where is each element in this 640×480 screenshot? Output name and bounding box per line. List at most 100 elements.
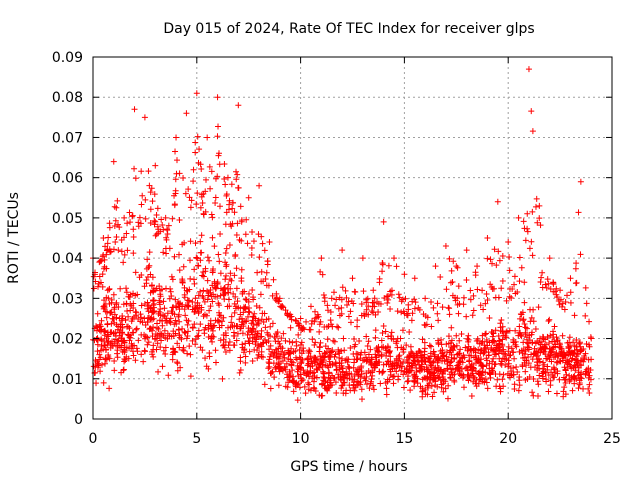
data-point	[211, 280, 218, 287]
data-point	[192, 295, 199, 302]
x-axis-title: GPS time / hours	[290, 459, 407, 475]
data-point	[240, 304, 247, 311]
data-point	[173, 157, 180, 164]
data-point	[387, 366, 394, 373]
data-point	[498, 285, 505, 292]
data-point	[184, 321, 191, 328]
data-point	[212, 194, 219, 201]
data-point	[104, 329, 111, 336]
data-point	[524, 339, 531, 346]
data-point	[530, 392, 537, 399]
data-point	[194, 333, 201, 340]
data-point	[168, 273, 175, 280]
data-point	[191, 266, 198, 273]
data-point	[223, 192, 230, 199]
data-point	[537, 222, 544, 229]
data-point	[495, 248, 502, 255]
data-point	[446, 371, 453, 378]
data-point	[428, 372, 435, 379]
data-point	[572, 363, 579, 370]
data-point	[206, 307, 213, 314]
data-point	[487, 374, 494, 381]
data-point	[287, 350, 294, 357]
data-point	[434, 337, 441, 344]
data-point	[525, 340, 532, 347]
data-point	[483, 355, 490, 362]
data-point	[248, 329, 255, 336]
data-point	[490, 355, 497, 362]
data-point	[173, 134, 180, 141]
data-point	[242, 359, 249, 366]
data-point	[446, 305, 453, 312]
data-point	[283, 360, 290, 367]
data-point	[118, 248, 125, 255]
data-point	[486, 369, 493, 376]
data-point	[179, 276, 186, 283]
data-point	[309, 363, 316, 370]
data-point	[577, 343, 584, 350]
data-point	[582, 371, 589, 378]
data-point	[365, 303, 372, 310]
data-point	[117, 323, 124, 330]
data-point	[241, 346, 248, 353]
data-point	[566, 349, 573, 356]
data-point	[295, 373, 302, 380]
data-point	[204, 277, 211, 284]
data-point	[312, 308, 319, 315]
data-point	[431, 353, 438, 360]
data-point	[430, 304, 437, 311]
data-point	[321, 370, 328, 377]
data-point	[330, 375, 337, 382]
data-point	[182, 190, 189, 197]
data-point	[198, 165, 205, 172]
data-point	[214, 279, 221, 286]
data-point	[246, 335, 253, 341]
data-point	[385, 358, 392, 365]
data-point	[166, 318, 173, 325]
data-point	[516, 382, 523, 389]
data-point	[481, 349, 488, 356]
data-point	[180, 174, 187, 181]
data-point	[132, 308, 139, 315]
y-tick-label: 0.04	[52, 251, 83, 267]
data-point	[368, 378, 375, 385]
data-point	[424, 355, 431, 362]
data-point	[164, 330, 171, 337]
data-point	[155, 326, 162, 333]
data-point	[518, 264, 525, 271]
data-point	[529, 389, 536, 396]
data-point	[216, 324, 223, 331]
data-point	[536, 372, 543, 379]
data-point	[327, 309, 334, 316]
data-point	[533, 195, 540, 202]
data-point	[143, 277, 150, 284]
data-point	[274, 333, 281, 340]
data-point	[482, 346, 489, 353]
data-point	[349, 376, 356, 383]
data-point	[101, 303, 108, 310]
data-point	[144, 256, 151, 263]
data-point	[197, 249, 204, 256]
data-point	[399, 296, 406, 303]
data-point	[100, 346, 107, 353]
data-point	[160, 249, 167, 256]
data-point	[104, 246, 111, 253]
data-point	[154, 223, 161, 230]
data-point	[197, 257, 204, 264]
data-point	[212, 347, 219, 354]
data-point	[357, 355, 364, 362]
data-point	[571, 375, 578, 382]
data-point	[371, 295, 378, 302]
data-point	[105, 234, 112, 241]
data-point	[387, 305, 394, 312]
data-point	[147, 289, 154, 296]
data-point	[147, 305, 154, 312]
data-point	[530, 376, 537, 383]
data-point	[261, 381, 268, 388]
data-point	[245, 290, 252, 297]
data-point	[146, 249, 153, 256]
data-point	[460, 384, 467, 391]
data-point	[562, 352, 569, 359]
data-point	[235, 102, 242, 109]
data-point	[135, 223, 142, 230]
